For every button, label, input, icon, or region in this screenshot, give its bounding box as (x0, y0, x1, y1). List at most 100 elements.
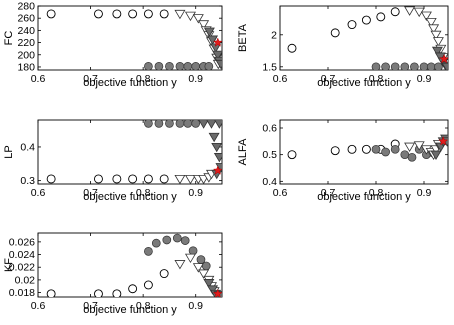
data-point-circle-open (361, 144, 371, 154)
data-point-circle-open (159, 174, 169, 184)
data-point-triangle-open (192, 263, 204, 273)
y-tick-label: 180 (17, 61, 35, 73)
data-point-circle-filled (381, 147, 390, 157)
y-axis-label: KF (3, 258, 15, 272)
data-point-circle-open (46, 289, 56, 297)
data-point-circle-filled (144, 120, 153, 128)
y-tick-label: 0.4 (262, 176, 277, 188)
x-tick-label: 0.9 (188, 73, 203, 85)
data-point-circle-filled (175, 120, 185, 128)
x-tick-label: 0.9 (188, 300, 203, 312)
data-point-circle-open (143, 9, 153, 19)
data-point-circle-filled (144, 247, 153, 256)
data-point-star-red (212, 165, 222, 175)
data-point-circle-filled (407, 152, 417, 162)
x-tick-label: 0.6 (31, 300, 46, 312)
x-tick-label: 0.6 (31, 73, 46, 85)
data-point-triangle-filled (211, 142, 222, 153)
y-tick-label: 0.018 (9, 287, 35, 299)
data-point-circle-open (143, 280, 153, 290)
panel-alfa: 0.6 0.7 0.8 0.9 0.4 0.5 0.6 objective function … (237, 119, 449, 203)
x-tick-label: 0.7 (83, 73, 98, 85)
y-tick-label: 0.3 (20, 175, 35, 187)
data-point-circle-filled (400, 62, 410, 70)
data-point-circle-filled (175, 61, 185, 70)
data-point-triangle-open (428, 24, 440, 34)
data-point-triangle-open (404, 6, 416, 16)
y-tick-label: 0.024 (9, 249, 35, 261)
data-point-circle-filled (204, 61, 214, 70)
data-point-circle-open (390, 7, 400, 17)
data-point-triangle-open (425, 17, 437, 28)
data-point-triangle-open (420, 11, 432, 21)
data-point-circle-open (287, 150, 297, 160)
data-points (287, 6, 448, 70)
x-tick-label: 0.9 (417, 187, 432, 199)
x-tick-label: 0.8 (369, 73, 384, 85)
x-tick-label: 0.8 (369, 187, 384, 199)
data-point-triangle-filled (215, 59, 222, 70)
data-point-triangle-filled (430, 150, 442, 161)
data-point-star-red (439, 53, 448, 64)
data-point-circle-filled (144, 61, 153, 70)
y-axis-label: BETA (237, 23, 249, 52)
y-tick-label: 0.4 (20, 141, 35, 153)
plot-frame (37, 119, 223, 185)
x-tick-label: 0.9 (417, 73, 432, 85)
data-point-triangle-open (198, 20, 210, 30)
y-tick-label: 2 (271, 29, 277, 41)
data-point-triangle-open (432, 37, 444, 47)
x-tick-label: 0.8 (136, 300, 151, 312)
data-point-triangle-filled (206, 120, 217, 129)
data-point-circle-filled (419, 62, 429, 70)
data-point-circle-filled (154, 61, 164, 70)
panel-beta: 0.6 0.7 0.8 0.9 1.5 2 objective function y BETA (237, 5, 449, 89)
data-point-circle-open (46, 174, 56, 184)
x-tick-label: 0.8 (136, 187, 151, 199)
data-point-circle-filled (154, 120, 164, 128)
y-tick-label: 200 (17, 49, 35, 61)
y-axis-label: ALFA (237, 138, 249, 166)
data-point-circle-filled (400, 150, 410, 160)
data-points (46, 233, 222, 297)
data-point-circle-open (128, 9, 138, 19)
y-tick-label: 0.5 (262, 149, 277, 161)
data-point-circle-open (330, 28, 340, 38)
y-tick-label: 220 (17, 37, 35, 49)
data-point-circle-filled (434, 62, 443, 70)
data-point-triangle-open (184, 253, 196, 264)
data-point-triangle-open (192, 14, 204, 24)
data-point-circle-open (159, 9, 169, 19)
y-tick-label: 0.022 (9, 262, 35, 274)
data-point-triangle-open (198, 269, 210, 279)
data-point-triangle-filled (434, 52, 446, 62)
y-tick-label: 260 (17, 13, 35, 25)
data-point-circle-open (112, 174, 122, 184)
y-axis-label: LP (3, 145, 15, 158)
data-point-circle-open (128, 174, 138, 184)
data-point-circle-filled (183, 120, 193, 128)
data-point-triangle-filled (213, 153, 222, 163)
data-point-triangle-filled (203, 279, 215, 289)
data-point-circle-filled (172, 233, 182, 243)
data-point-star-red (438, 136, 448, 146)
data-points (46, 9, 222, 70)
data-point-triangle-filled (198, 120, 209, 129)
data-point-triangle-filled (208, 132, 220, 143)
y-tick-label: 0.02 (15, 274, 36, 286)
y-tick-label: 0.026 (9, 236, 35, 248)
data-point-circle-filled (410, 62, 419, 70)
x-tick-label: 0.7 (83, 187, 98, 199)
data-point-circle-filled (188, 246, 198, 256)
data-point-circle-open (112, 9, 122, 19)
y-tick-label: 0.6 (262, 123, 277, 135)
x-tick-label: 0.6 (31, 187, 46, 199)
data-point-circle-open (94, 9, 103, 19)
data-point-triangle-open (174, 9, 186, 20)
data-point-circle-open (361, 15, 371, 25)
data-point-triangle-open (404, 142, 416, 153)
data-point-circle-filled (183, 61, 193, 70)
y-tick-label: 280 (17, 1, 35, 13)
data-point-triangle-filled (212, 50, 222, 61)
